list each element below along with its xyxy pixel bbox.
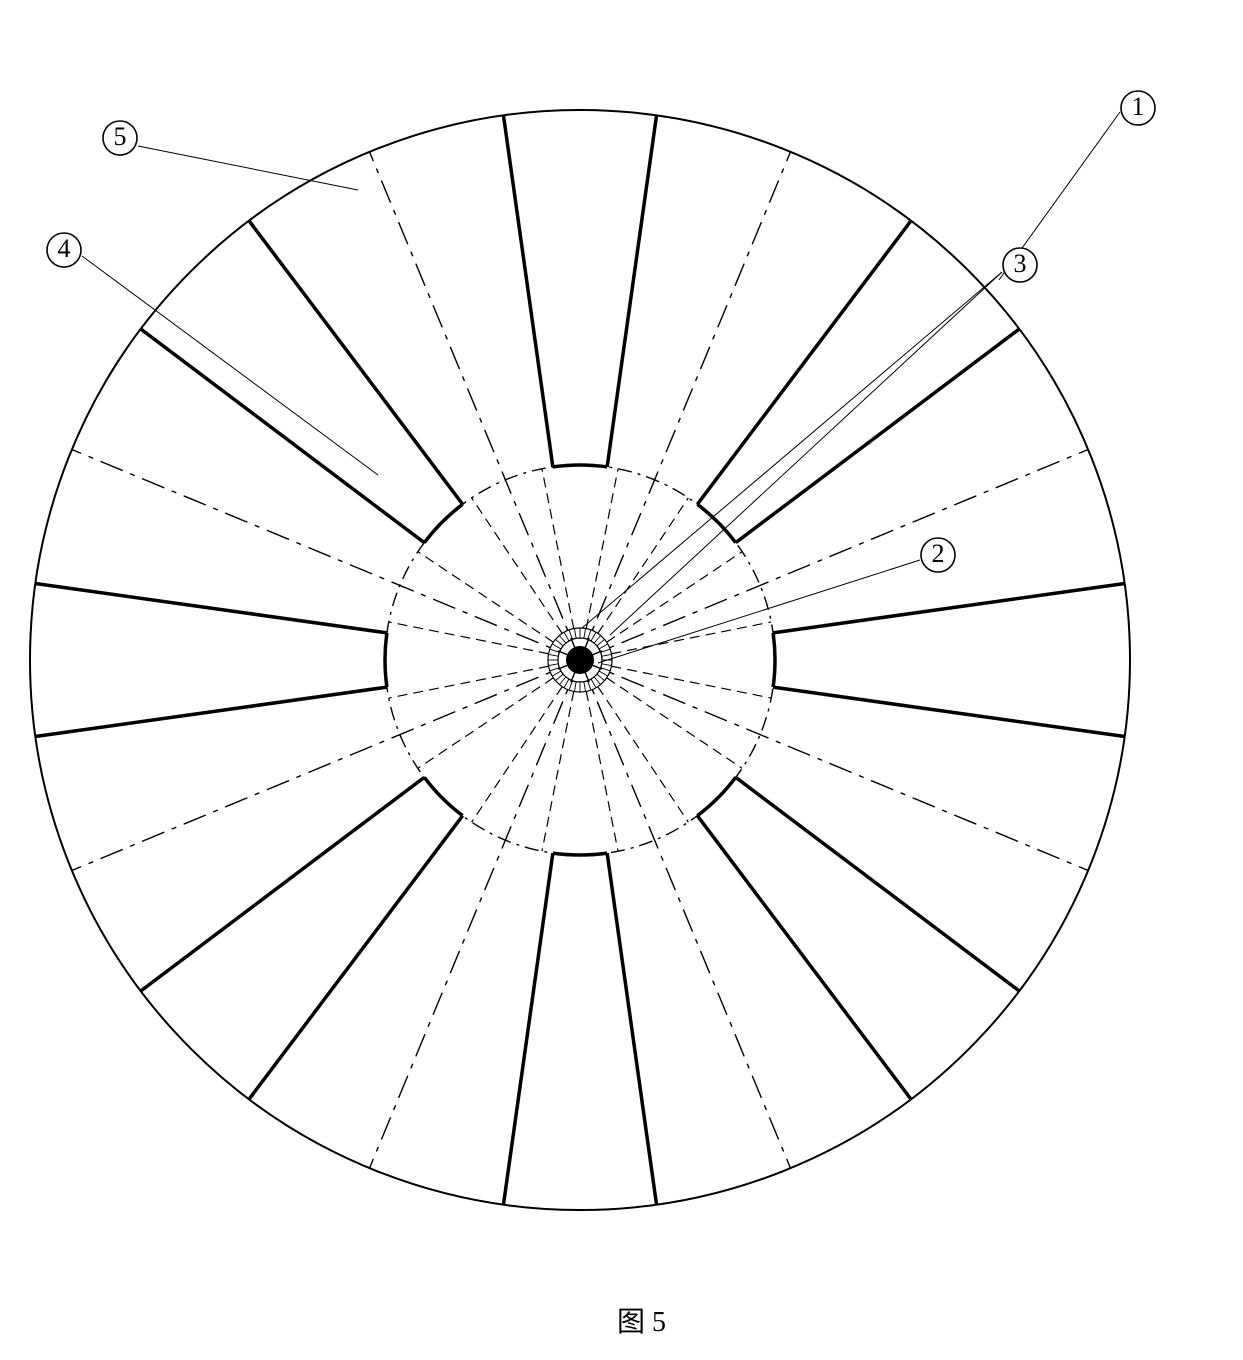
inner-dashed-spoke — [586, 691, 618, 851]
inner-dashed-spoke — [542, 691, 574, 851]
label-text: 5 — [114, 122, 127, 151]
blade-edge — [773, 687, 1125, 736]
inner-dashed-spoke — [542, 469, 574, 629]
hub-whisker — [602, 654, 612, 656]
hub-whisker — [591, 679, 596, 688]
blade-edge — [736, 329, 1020, 543]
hub-whisker — [594, 677, 600, 685]
blade-edge — [697, 816, 911, 1100]
blade-edge — [35, 583, 387, 632]
hub-whisker — [574, 628, 576, 638]
hub-whisker — [555, 674, 563, 680]
hub-whisker — [555, 639, 563, 645]
label-text: 2 — [932, 539, 945, 568]
leader-line — [138, 146, 358, 190]
centerline — [580, 660, 1088, 870]
inner-dashed-spoke — [586, 469, 618, 629]
hub-whisker — [548, 654, 558, 656]
label-text: 3 — [1014, 249, 1027, 278]
inner-dashed-spoke — [598, 687, 689, 823]
blade-edge — [35, 687, 387, 736]
inner-dashed-spoke — [607, 552, 743, 643]
inner-dashed-spoke — [472, 687, 563, 823]
blade-edge — [697, 221, 911, 505]
inner-dashed-spoke — [598, 498, 689, 634]
blade-edge — [249, 221, 463, 505]
blade-edge — [773, 583, 1125, 632]
blade-edge — [607, 853, 656, 1205]
inner-dashed-spoke — [472, 498, 563, 634]
hub-whisker — [559, 677, 565, 685]
leader-line — [582, 272, 1002, 628]
hub-whisker — [591, 632, 596, 641]
inner-dashed-spoke — [389, 666, 549, 698]
blade-edge — [503, 853, 552, 1205]
hub-whisker — [559, 635, 565, 643]
hub-whisker — [584, 682, 586, 692]
leader-line — [610, 272, 1002, 635]
blade-edge — [736, 777, 1020, 991]
blade-root-arc — [697, 777, 735, 815]
centerline — [580, 152, 790, 660]
blade-edge — [503, 115, 552, 467]
leader-line — [598, 560, 920, 663]
centerline — [72, 450, 580, 660]
hub-whisker — [584, 628, 586, 638]
blade-root-arc — [773, 633, 775, 687]
blade-edge — [141, 777, 425, 991]
hub-whisker — [599, 671, 608, 676]
leader-line — [82, 256, 378, 475]
hub-core — [566, 646, 594, 674]
hub-whisker — [552, 671, 561, 676]
blade-root-arc — [553, 853, 607, 855]
hub-whisker — [548, 664, 558, 666]
inner-dashed-spoke — [418, 552, 554, 643]
inner-dashed-spoke — [607, 678, 743, 769]
centerline — [370, 152, 580, 660]
hub-whisker — [599, 644, 608, 649]
inner-dashed-spoke — [418, 678, 554, 769]
inner-dashed-spoke — [389, 622, 549, 654]
hub-whisker — [602, 664, 612, 666]
label-text: 1 — [1132, 92, 1145, 121]
hub-whisker — [564, 632, 569, 641]
hub-whisker — [564, 679, 569, 688]
blade-edge — [141, 329, 425, 543]
blade-root-arc — [385, 633, 387, 687]
inner-dashed-spoke — [611, 666, 771, 698]
hub-whisker — [552, 644, 561, 649]
hub-whisker — [597, 639, 605, 645]
hub-whisker — [597, 674, 605, 680]
blade-edge — [607, 115, 656, 467]
blade-edge — [249, 816, 463, 1100]
inner-dashed-spoke — [611, 622, 771, 654]
hub-whisker — [574, 682, 576, 692]
blade-root-arc — [553, 465, 607, 467]
blade-root-arc — [424, 777, 462, 815]
blade-root-arc — [424, 504, 462, 542]
figure-caption: 图 5 — [20, 1300, 1243, 1340]
radial-diagram: 1 2 3 4 5 — [20, 20, 1243, 1280]
hub-whisker — [594, 635, 600, 643]
label-text: 4 — [58, 234, 71, 263]
